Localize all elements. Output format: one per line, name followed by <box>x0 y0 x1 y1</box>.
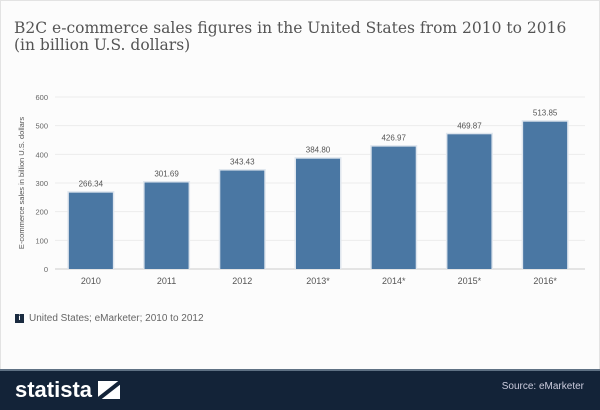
y-tick-label: 200 <box>35 208 48 217</box>
statista-logo[interactable]: statista <box>15 377 121 403</box>
data-label: 343.43 <box>230 158 255 167</box>
bar[interactable] <box>144 182 189 269</box>
chart-title: B2C e-commerce sales figures in the Unit… <box>14 19 567 54</box>
source-text: Source: eMarketer <box>501 381 584 392</box>
note-text: United States; eMarketer; 2010 to 2012 <box>29 313 204 324</box>
statista-logo-icon <box>98 381 121 399</box>
bar[interactable] <box>68 192 113 269</box>
y-tick-label: 600 <box>35 93 48 102</box>
data-label: 426.97 <box>381 134 406 143</box>
x-tick-label: 2013* <box>306 276 330 286</box>
data-label: 266.34 <box>79 180 104 189</box>
bar[interactable] <box>220 170 265 269</box>
x-tick-label: 2016* <box>533 276 557 286</box>
bar[interactable] <box>447 134 492 269</box>
y-tick-label: 100 <box>35 236 48 245</box>
data-label: 384.80 <box>306 146 331 155</box>
bar[interactable] <box>371 146 416 269</box>
data-label: 513.85 <box>533 109 558 118</box>
data-label: 469.87 <box>457 121 482 130</box>
bar-chart: 0 100 200 300 400 500 600 E-commerce sales in b… <box>17 93 585 286</box>
y-tick-label: 0 <box>44 265 48 274</box>
y-tick-label: 300 <box>35 179 48 188</box>
data-label: 301.69 <box>154 170 179 179</box>
bar[interactable] <box>523 121 568 269</box>
x-tick-label: 2014* <box>382 276 406 286</box>
x-tick-label: 2015* <box>458 276 482 286</box>
x-tick-label: 2011 <box>157 276 176 286</box>
x-tick-label: 2012 <box>232 276 252 286</box>
logo-text: statista <box>15 377 93 402</box>
x-tick-label: 2010 <box>81 276 101 286</box>
y-tick-label: 500 <box>35 122 48 131</box>
y-axis-label: E-commerce sales in billion U.S. dollars <box>17 117 26 249</box>
footer: statista Source: eMarketer <box>0 369 600 410</box>
bar[interactable] <box>296 158 340 269</box>
chart-note: i United States; eMarketer; 2010 to 2012 <box>15 313 204 324</box>
y-tick-label: 400 <box>35 150 48 159</box>
info-icon[interactable]: i <box>15 314 24 323</box>
